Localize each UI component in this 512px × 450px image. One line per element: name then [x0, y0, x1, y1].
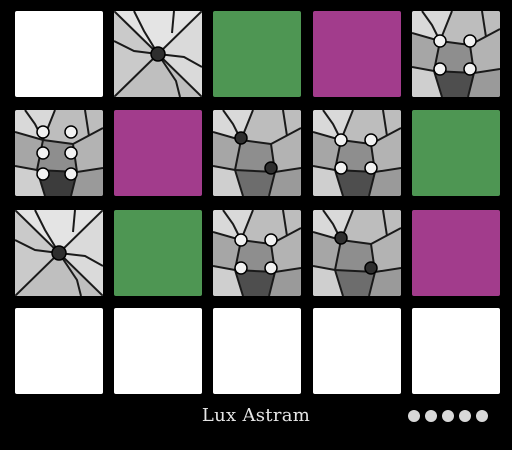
magenta-tile[interactable] [313, 11, 401, 97]
empty-tile[interactable] [15, 308, 103, 394]
footer-bar: Lux Astram [0, 400, 512, 450]
magenta-tile[interactable] [114, 110, 202, 196]
glass-4-tile[interactable] [313, 110, 401, 196]
glass-1-tile[interactable] [114, 11, 202, 97]
green-tile[interactable] [213, 11, 301, 97]
life-dot [459, 410, 471, 422]
magenta-tile[interactable] [412, 210, 500, 296]
glass-2-tile[interactable] [313, 210, 401, 296]
empty-tile[interactable] [313, 308, 401, 394]
glass-2-tile[interactable] [213, 110, 301, 196]
game-board [15, 11, 500, 394]
glass-4-tile[interactable] [213, 210, 301, 296]
empty-tile[interactable] [15, 11, 103, 97]
empty-tile[interactable] [412, 308, 500, 394]
game-title: Lux Astram [201, 405, 311, 426]
glass-4-tile[interactable] [412, 11, 500, 97]
life-dot [425, 410, 437, 422]
glass-6-tile[interactable] [15, 110, 103, 196]
lives-indicator [408, 410, 488, 422]
empty-tile[interactable] [213, 308, 301, 394]
life-dot [442, 410, 454, 422]
glass-1-tile[interactable] [15, 210, 103, 296]
life-dot [408, 410, 420, 422]
empty-tile[interactable] [114, 308, 202, 394]
green-tile[interactable] [412, 110, 500, 196]
life-dot [476, 410, 488, 422]
green-tile[interactable] [114, 210, 202, 296]
